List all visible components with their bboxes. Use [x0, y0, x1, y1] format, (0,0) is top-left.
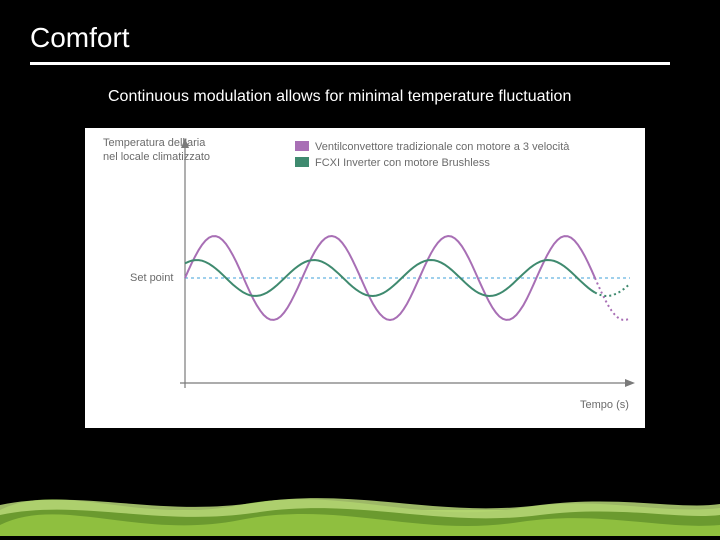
x-axis-label: Tempo (s) — [580, 399, 629, 411]
y-axis-label-line2: nel locale climatizzato — [103, 151, 210, 163]
legend-label-traditional: Ventilconvettore tradizionale con motore… — [315, 141, 570, 153]
legend-label-inverter: FCXI Inverter con motore Brushless — [315, 157, 490, 169]
chart-svg: Temperatura dell'aria nel locale climati… — [85, 128, 645, 428]
x-axis-arrow — [625, 379, 635, 387]
slide-subtitle: Continuous modulation allows for minimal… — [108, 88, 571, 106]
footer-bottom-rule — [0, 536, 720, 540]
chart-container: Temperatura dell'aria nel locale climati… — [85, 128, 645, 428]
slide-title: Comfort — [30, 22, 130, 54]
y-axis-label-line1: Temperatura dell'aria — [103, 137, 206, 149]
legend-swatch-inverter — [295, 157, 309, 167]
title-underline — [30, 62, 670, 65]
setpoint-label: Set point — [130, 272, 173, 284]
legend-swatch-traditional — [295, 141, 309, 151]
series-traditional-dashed — [595, 278, 630, 320]
series-inverter-dashed — [595, 284, 630, 296]
footer-wave — [0, 470, 720, 540]
